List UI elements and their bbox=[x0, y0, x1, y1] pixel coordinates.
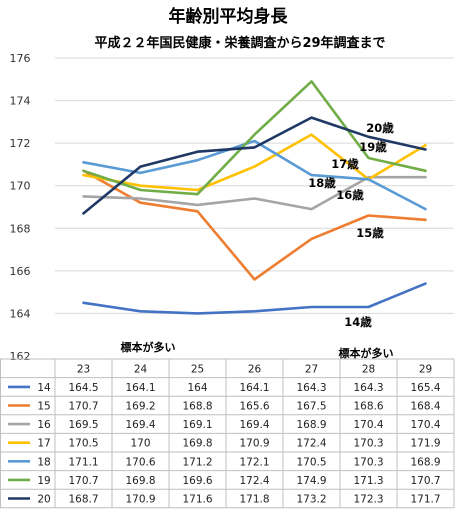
y-axis: 162 164 166 168 170 172 174 176 bbox=[10, 52, 31, 363]
table-cell: 164 bbox=[187, 382, 207, 394]
table-cell: 171.1 bbox=[68, 456, 98, 468]
table-cell: 170.7 bbox=[68, 401, 98, 413]
series-line-15 bbox=[82, 169, 427, 281]
y-tick-label: 164 bbox=[10, 307, 31, 320]
table-cell: 169.6 bbox=[182, 475, 212, 487]
series-line-20 bbox=[82, 116, 427, 215]
x-tick-label: 27 bbox=[305, 363, 318, 375]
series-label-20: 20歳 bbox=[366, 121, 394, 135]
y-tick-label: 174 bbox=[10, 95, 31, 108]
table-cell: 164.3 bbox=[296, 382, 326, 394]
chart-title: 年齢別平均身長 bbox=[169, 6, 289, 27]
legend-label-15: 15 bbox=[37, 401, 50, 413]
annotation-many-samples-right: 標本が多い bbox=[339, 346, 394, 360]
legend-label-20: 20 bbox=[37, 494, 50, 506]
table-cell: 171.9 bbox=[410, 438, 440, 450]
series-label-16: 16歳 bbox=[336, 188, 364, 202]
x-tick-label: 24 bbox=[134, 363, 148, 375]
series-label-17: 17歳 bbox=[331, 157, 359, 171]
series-labels: 14歳 15歳 16歳 17歳 18歳 19歳 20歳 bbox=[308, 121, 394, 329]
x-tick-label: 26 bbox=[248, 363, 262, 375]
legend-label-18: 18 bbox=[37, 456, 50, 468]
table-cell: 171.2 bbox=[182, 456, 212, 468]
table-cell: 170.7 bbox=[410, 475, 440, 487]
table-cell: 172.4 bbox=[239, 475, 269, 487]
table-cell: 169.4 bbox=[239, 419, 269, 431]
series-label-19: 19歳 bbox=[359, 140, 387, 154]
table-cell: 170.5 bbox=[68, 438, 98, 450]
legend-label-16: 16 bbox=[37, 419, 51, 431]
legend-label-17: 17 bbox=[37, 438, 50, 450]
table-cell: 169.2 bbox=[125, 401, 155, 413]
table-cell: 171.6 bbox=[182, 494, 212, 506]
table-cell: 168.9 bbox=[296, 419, 326, 431]
table-cell: 164.5 bbox=[68, 382, 98, 394]
y-tick-label: 170 bbox=[10, 180, 31, 193]
table-cell: 167.5 bbox=[296, 401, 326, 413]
table-cell: 170.6 bbox=[125, 456, 155, 468]
table-cell: 172.1 bbox=[239, 456, 269, 468]
legend-label-19: 19 bbox=[37, 475, 50, 487]
x-tick-label: 29 bbox=[419, 363, 432, 375]
table-cell: 165.6 bbox=[239, 401, 269, 413]
chart-subtitle: 平成２２年国民健康・栄養調査から29年調査まで bbox=[94, 35, 385, 51]
y-tick-label: 166 bbox=[10, 265, 31, 278]
legend-label-14: 14 bbox=[37, 382, 51, 394]
table-cell: 171.3 bbox=[353, 475, 383, 487]
data-table: 23 24 25 26 27 28 29 14 164.5 164.1 164 164.1 164.3 1… bbox=[0, 358, 455, 509]
x-tick-label: 25 bbox=[191, 363, 204, 375]
series-lines bbox=[82, 80, 427, 315]
series-line-18 bbox=[82, 139, 427, 211]
table-cell: 168.7 bbox=[68, 494, 98, 506]
table-cell: 173.2 bbox=[296, 494, 326, 506]
table-cell: 170.3 bbox=[353, 456, 383, 468]
table-cell: 171.7 bbox=[410, 494, 440, 506]
x-tick-label: 23 bbox=[77, 363, 90, 375]
annotation-many-samples-left: 標本が多い bbox=[121, 340, 176, 354]
table-cell: 172.4 bbox=[296, 438, 326, 450]
table-cell: 164.1 bbox=[239, 382, 269, 394]
table-cell: 168.6 bbox=[353, 401, 383, 413]
table-cell: 169.1 bbox=[182, 419, 212, 431]
series-label-18: 18歳 bbox=[308, 176, 336, 190]
table-cell: 168.9 bbox=[410, 456, 440, 468]
table-cell: 169.8 bbox=[125, 475, 155, 487]
series-label-15: 15歳 bbox=[356, 226, 384, 240]
y-tick-label: 168 bbox=[10, 222, 31, 235]
table-cell: 172.3 bbox=[353, 494, 383, 506]
table-cell: 170.5 bbox=[296, 456, 326, 468]
table-cell: 170.9 bbox=[125, 494, 155, 506]
table-cell: 164.3 bbox=[353, 382, 383, 394]
series-line-14 bbox=[82, 282, 427, 315]
table-cell: 170.9 bbox=[239, 438, 269, 450]
table-cell: 169.4 bbox=[125, 419, 155, 431]
table-cell: 174.9 bbox=[296, 475, 326, 487]
y-tick-label: 176 bbox=[10, 52, 31, 65]
table-cell: 170 bbox=[130, 438, 150, 450]
table-cell: 170.7 bbox=[68, 475, 98, 487]
y-tick-label: 162 bbox=[10, 350, 31, 363]
table-cell: 164.1 bbox=[125, 382, 155, 394]
table-cell: 168.8 bbox=[182, 401, 212, 413]
table-cell: 169.8 bbox=[182, 438, 212, 450]
x-tick-label: 28 bbox=[362, 363, 375, 375]
series-line-16 bbox=[82, 175, 427, 211]
table-cell: 165.4 bbox=[410, 382, 440, 394]
grid-lines bbox=[55, 57, 454, 314]
series-line-19 bbox=[82, 80, 427, 196]
table-cell: 170.4 bbox=[410, 419, 440, 431]
table-cell: 171.8 bbox=[239, 494, 269, 506]
table-cell: 170.3 bbox=[353, 438, 383, 450]
table-cell: 170.4 bbox=[353, 419, 383, 431]
table-cell: 168.4 bbox=[410, 401, 440, 413]
series-label-14: 14歳 bbox=[344, 315, 372, 329]
table-cell: 169.5 bbox=[68, 419, 98, 431]
y-tick-label: 172 bbox=[10, 137, 31, 150]
